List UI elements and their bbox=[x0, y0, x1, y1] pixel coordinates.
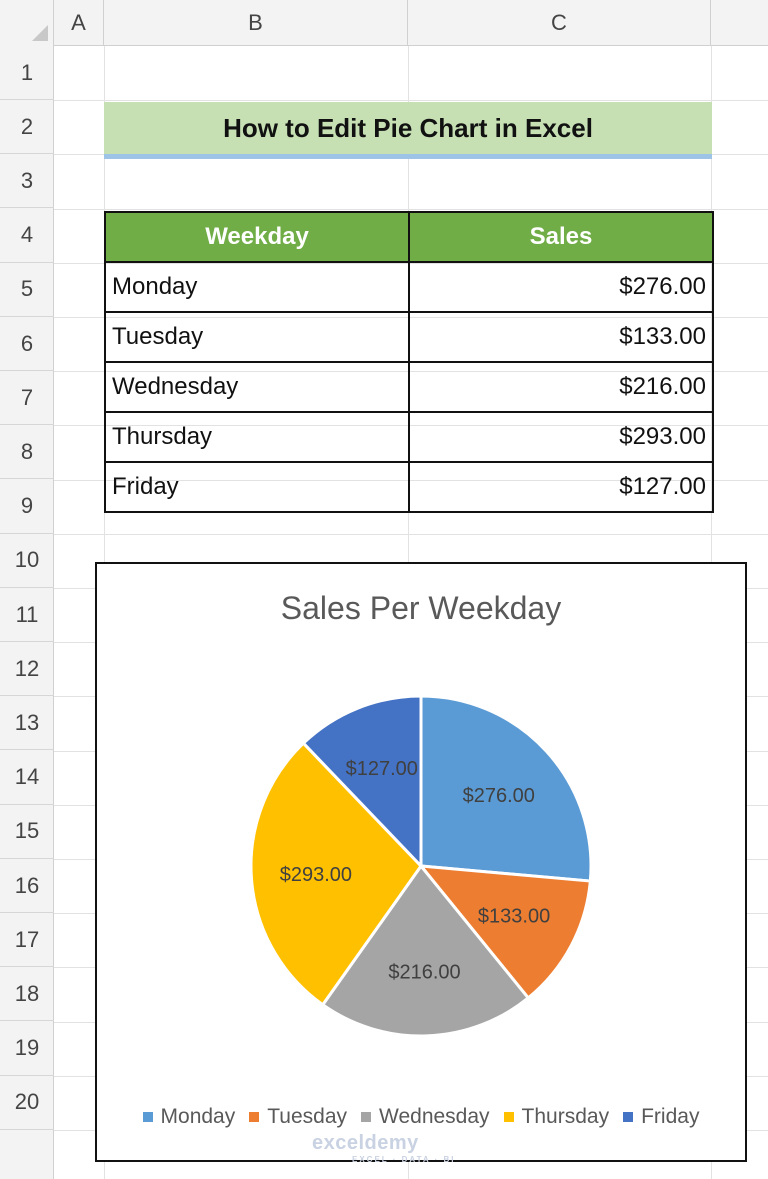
row-header-10[interactable]: 10 bbox=[0, 534, 54, 588]
legend-swatch bbox=[623, 1112, 634, 1122]
gridline bbox=[54, 533, 768, 535]
cell-sales[interactable]: $216.00 bbox=[408, 361, 714, 413]
chart-title[interactable]: Sales Per Weekday bbox=[280, 590, 562, 626]
data-label[interactable]: $276.00 bbox=[463, 785, 535, 807]
select-all-button[interactable] bbox=[0, 0, 54, 46]
row-header-12[interactable]: 12 bbox=[0, 642, 54, 697]
table-row: Thursday $293.00 bbox=[104, 411, 714, 463]
table-row: Friday $127.00 bbox=[104, 461, 714, 513]
pie-chart[interactable]: Sales Per Weekday $276.00 $133.00 $216.00 $… bbox=[95, 562, 747, 1162]
cell-sales[interactable]: $127.00 bbox=[408, 461, 714, 513]
row-header-8[interactable]: 8 bbox=[0, 425, 54, 480]
table-header-row: Weekday Sales bbox=[104, 211, 714, 263]
row-header-14[interactable]: 14 bbox=[0, 751, 54, 805]
chart-legend[interactable]: Monday Tuesday Wednesday Thursday Friday bbox=[97, 1105, 745, 1129]
row-header-19[interactable]: 19 bbox=[0, 1022, 54, 1076]
pie-slice-monday[interactable] bbox=[419, 694, 593, 883]
column-header-c[interactable]: C bbox=[408, 0, 711, 46]
cell-weekday[interactable]: Friday bbox=[104, 461, 410, 513]
watermark-tagline: EXCEL · DATA · BI bbox=[352, 1155, 456, 1164]
legend-item-tuesday[interactable]: Tuesday bbox=[249, 1105, 347, 1129]
header-sales[interactable]: Sales bbox=[408, 211, 714, 263]
row-header-3[interactable]: 3 bbox=[0, 154, 54, 209]
column-header-bar: A B C bbox=[0, 0, 768, 46]
row-header-bar: 1 2 3 4 5 6 7 8 9 10 11 12 13 14 15 16 17 18 19 20 bbox=[0, 46, 54, 1179]
legend-swatch bbox=[249, 1112, 260, 1122]
cell-sales[interactable]: $133.00 bbox=[408, 311, 714, 363]
row-header-1[interactable]: 1 bbox=[0, 46, 54, 100]
legend-swatch bbox=[142, 1112, 153, 1122]
gridline bbox=[54, 100, 768, 102]
row-header-6[interactable]: 6 bbox=[0, 317, 54, 371]
legend-item-wednesday[interactable]: Wednesday bbox=[361, 1105, 490, 1129]
row-header-2[interactable]: 2 bbox=[0, 100, 54, 155]
legend-label: Thursday bbox=[521, 1105, 610, 1128]
header-weekday[interactable]: Weekday bbox=[104, 211, 410, 263]
watermark-logo: exceldemy EXCEL · DATA · BI bbox=[312, 1132, 455, 1164]
pie-slice-friday[interactable] bbox=[301, 694, 423, 870]
table-row: Tuesday $133.00 bbox=[104, 311, 714, 363]
row-header-13[interactable]: 13 bbox=[0, 696, 54, 751]
row-header-5[interactable]: 5 bbox=[0, 263, 54, 317]
select-all-icon bbox=[32, 25, 48, 41]
table-row: Wednesday $216.00 bbox=[104, 361, 714, 413]
watermark-name: exceldemy bbox=[312, 1132, 419, 1154]
data-label[interactable]: $293.00 bbox=[280, 864, 352, 886]
pie-plot-area[interactable]: $276.00 $133.00 $216.00 $293.00 $127.00 bbox=[97, 564, 745, 1160]
legend-item-friday[interactable]: Friday bbox=[623, 1105, 699, 1129]
legend-label: Friday bbox=[641, 1105, 700, 1128]
row-header-4[interactable]: 4 bbox=[0, 209, 54, 263]
legend-swatch bbox=[503, 1112, 514, 1122]
legend-item-monday[interactable]: Monday bbox=[142, 1105, 236, 1129]
row-header-18[interactable]: 18 bbox=[0, 967, 54, 1022]
row-header-16[interactable]: 16 bbox=[0, 859, 54, 913]
cell-weekday[interactable]: Wednesday bbox=[104, 361, 410, 413]
cell-sales[interactable]: $293.00 bbox=[408, 411, 714, 463]
sheet-title[interactable]: How to Edit Pie Chart in Excel bbox=[104, 102, 712, 159]
data-label[interactable]: $133.00 bbox=[478, 905, 550, 927]
row-header-17[interactable]: 17 bbox=[0, 913, 54, 968]
cell-weekday[interactable]: Monday bbox=[104, 261, 410, 313]
column-header-a[interactable]: A bbox=[54, 0, 104, 46]
legend-item-thursday[interactable]: Thursday bbox=[503, 1105, 610, 1129]
row-header-20[interactable]: 20 bbox=[0, 1076, 54, 1130]
cell-weekday[interactable]: Thursday bbox=[104, 411, 410, 463]
pie-slice-tuesday[interactable] bbox=[417, 864, 592, 1001]
pie-slice-wednesday[interactable] bbox=[320, 863, 531, 1038]
data-label[interactable]: $216.00 bbox=[388, 961, 460, 983]
pie-slice-thursday[interactable] bbox=[249, 741, 423, 1007]
legend-swatch bbox=[361, 1112, 372, 1122]
column-header-b[interactable]: B bbox=[104, 0, 408, 46]
legend-label: Tuesday bbox=[267, 1105, 348, 1128]
legend-label: Monday bbox=[160, 1105, 236, 1128]
gridline bbox=[54, 208, 768, 210]
cell-sales[interactable]: $276.00 bbox=[408, 261, 714, 313]
row-header-11[interactable]: 11 bbox=[0, 588, 54, 642]
row-header-7[interactable]: 7 bbox=[0, 371, 54, 426]
row-header-9[interactable]: 9 bbox=[0, 480, 54, 534]
legend-label: Wednesday bbox=[379, 1105, 490, 1128]
cell-weekday[interactable]: Tuesday bbox=[104, 311, 410, 363]
row-header-15[interactable]: 15 bbox=[0, 805, 54, 859]
table-row: Monday $276.00 bbox=[104, 261, 714, 313]
sales-table: Weekday Sales Monday $276.00 Tuesday $13… bbox=[104, 211, 714, 513]
data-label[interactable]: $127.00 bbox=[346, 758, 418, 780]
